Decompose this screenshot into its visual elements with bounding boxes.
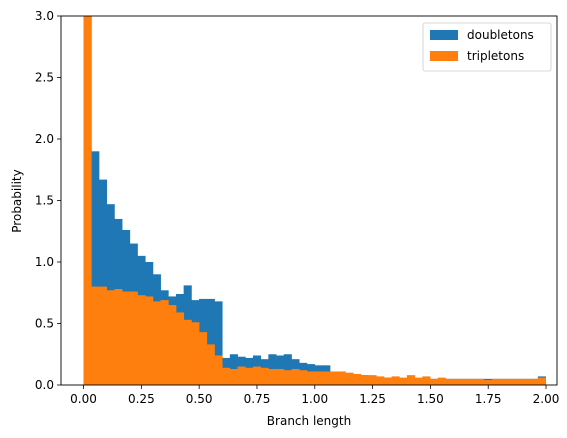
tripletons-bar <box>476 378 485 385</box>
legend-swatch-doubletons <box>430 30 458 40</box>
tripletons-bar <box>175 312 185 385</box>
doubletons-bar <box>283 354 292 385</box>
x-tick-label: 1.00 <box>301 392 328 406</box>
tripletons-bar <box>437 377 446 385</box>
y-axis-label: Probability <box>10 169 24 232</box>
tripletons-bars <box>83 16 546 385</box>
y-tick-label: 1.5 <box>35 194 54 208</box>
legend-swatch-tripletons <box>430 51 458 61</box>
tripletons-bar <box>414 377 423 385</box>
tripletons-bar <box>91 286 100 385</box>
tripletons-bar <box>383 377 392 385</box>
tripletons-bar <box>214 355 223 385</box>
tripletons-bar <box>353 373 362 385</box>
tripletons-bar <box>376 376 385 385</box>
tripletons-bar <box>345 372 354 385</box>
x-tick-label: 1.75 <box>475 392 502 406</box>
x-tick-label: 0.75 <box>244 392 271 406</box>
tripletons-bar <box>222 367 231 385</box>
tripletons-bar <box>152 301 161 385</box>
y-tick-label: 2.5 <box>35 71 54 85</box>
tripletons-bar <box>453 378 462 385</box>
tripletons-bar <box>491 378 500 385</box>
tripletons-bar <box>391 376 400 385</box>
tripletons-bar <box>360 375 369 385</box>
tripletons-bar <box>430 378 439 385</box>
tripletons-bar <box>114 289 123 385</box>
x-tick-label: 1.25 <box>359 392 386 406</box>
y-tick-label: 2.0 <box>35 132 54 146</box>
x-tick-label: 2.00 <box>533 392 560 406</box>
tripletons-bar <box>137 295 146 385</box>
tripletons-bar <box>537 377 546 385</box>
tripletons-bar <box>199 332 208 385</box>
tripletons-bar <box>314 371 323 385</box>
tripletons-bar <box>483 380 493 385</box>
legend-label-tripletons: tripletons <box>467 49 524 63</box>
y-tick-label: 1.0 <box>35 255 54 269</box>
x-tick-label: 1.50 <box>417 392 444 406</box>
y-tick-label: 0.0 <box>35 378 54 392</box>
tripletons-bar <box>229 369 238 385</box>
doubletons-bar <box>98 179 108 385</box>
tripletons-bar <box>337 371 346 385</box>
tripletons-bar <box>422 376 431 385</box>
x-tick-label: 0.50 <box>186 392 213 406</box>
doubletons-bar <box>91 151 100 385</box>
tripletons-bar <box>445 378 454 385</box>
x-axis: 0.00 0.25 0.50 0.75 1.00 1.25 1.50 1.75 2.00 <box>70 385 559 406</box>
tripletons-bar <box>399 377 408 385</box>
tripletons-bar <box>145 296 154 385</box>
x-axis-label: Branch length <box>267 414 351 428</box>
tripletons-bar <box>522 378 531 385</box>
tripletons-bar <box>245 367 254 385</box>
tripletons-bar <box>276 369 285 385</box>
tripletons-bar <box>468 378 477 385</box>
x-tick-label: 0.00 <box>70 392 97 406</box>
tripletons-bar <box>368 375 377 385</box>
tripletons-bar <box>268 369 277 385</box>
tripletons-bar <box>329 371 339 385</box>
tripletons-bar <box>260 367 269 385</box>
doubletons-bar <box>206 298 215 385</box>
tripletons-bar <box>530 378 539 385</box>
x-tick-label: 0.25 <box>128 392 155 406</box>
tripletons-bar <box>299 370 308 385</box>
tripletons-bar <box>168 305 177 385</box>
doubletons-bar <box>214 301 223 385</box>
tripletons-bar <box>283 370 292 385</box>
tripletons-bar <box>252 366 262 385</box>
tripletons-bar <box>499 378 508 385</box>
legend-label-doubletons: doubletons <box>467 28 534 42</box>
tripletons-bar <box>83 16 92 385</box>
tripletons-bar <box>106 290 115 385</box>
tripletons-bar <box>129 291 138 385</box>
tripletons-bar <box>406 375 416 385</box>
tripletons-bar <box>514 378 523 385</box>
tripletons-bar <box>460 378 469 385</box>
tripletons-bar <box>191 322 200 385</box>
tripletons-bar <box>322 371 331 385</box>
tripletons-bar <box>122 291 131 385</box>
tripletons-bar <box>183 319 192 385</box>
tripletons-bar <box>291 369 300 385</box>
legend: doubletons tripletons <box>422 22 552 72</box>
y-axis: 0.0 0.5 1.0 1.5 2.0 2.5 3.0 <box>35 9 61 392</box>
tripletons-bar <box>237 366 246 385</box>
tripletons-bar <box>507 378 516 385</box>
y-tick-label: 3.0 <box>35 9 54 23</box>
tripletons-bar <box>206 344 215 385</box>
tripletons-bar <box>306 371 315 385</box>
tripletons-bar <box>98 286 108 385</box>
y-tick-label: 0.5 <box>35 317 54 331</box>
tripletons-bar <box>160 300 169 385</box>
